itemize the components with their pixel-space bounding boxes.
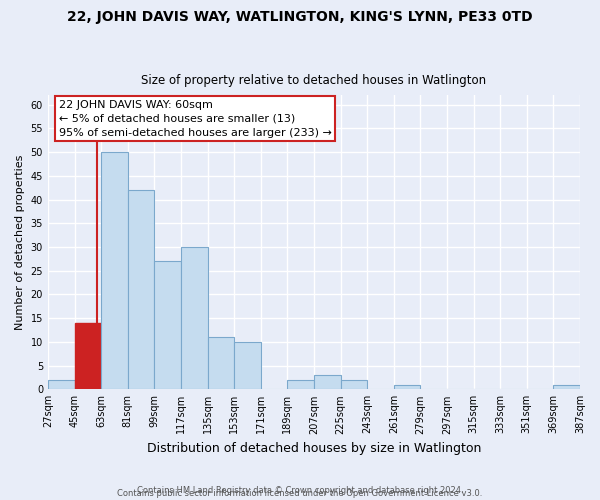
Bar xyxy=(48,380,74,390)
Bar xyxy=(341,380,367,390)
Bar xyxy=(394,384,421,390)
Bar xyxy=(287,380,314,390)
Bar xyxy=(314,375,341,390)
Title: Size of property relative to detached houses in Watlington: Size of property relative to detached ho… xyxy=(142,74,487,87)
Text: Contains public sector information licensed under the Open Government Licence v3: Contains public sector information licen… xyxy=(118,488,482,498)
Bar xyxy=(208,337,234,390)
Bar xyxy=(128,190,154,390)
Y-axis label: Number of detached properties: Number of detached properties xyxy=(15,154,25,330)
Text: Contains HM Land Registry data © Crown copyright and database right 2024.: Contains HM Land Registry data © Crown c… xyxy=(137,486,463,495)
Bar xyxy=(74,323,101,390)
Bar xyxy=(101,152,128,390)
Bar xyxy=(553,384,580,390)
Bar xyxy=(154,261,181,390)
Text: 22 JOHN DAVIS WAY: 60sqm
← 5% of detached houses are smaller (13)
95% of semi-de: 22 JOHN DAVIS WAY: 60sqm ← 5% of detache… xyxy=(59,100,331,138)
Bar xyxy=(234,342,261,390)
X-axis label: Distribution of detached houses by size in Watlington: Distribution of detached houses by size … xyxy=(147,442,481,455)
Bar xyxy=(181,247,208,390)
Text: 22, JOHN DAVIS WAY, WATLINGTON, KING'S LYNN, PE33 0TD: 22, JOHN DAVIS WAY, WATLINGTON, KING'S L… xyxy=(67,10,533,24)
